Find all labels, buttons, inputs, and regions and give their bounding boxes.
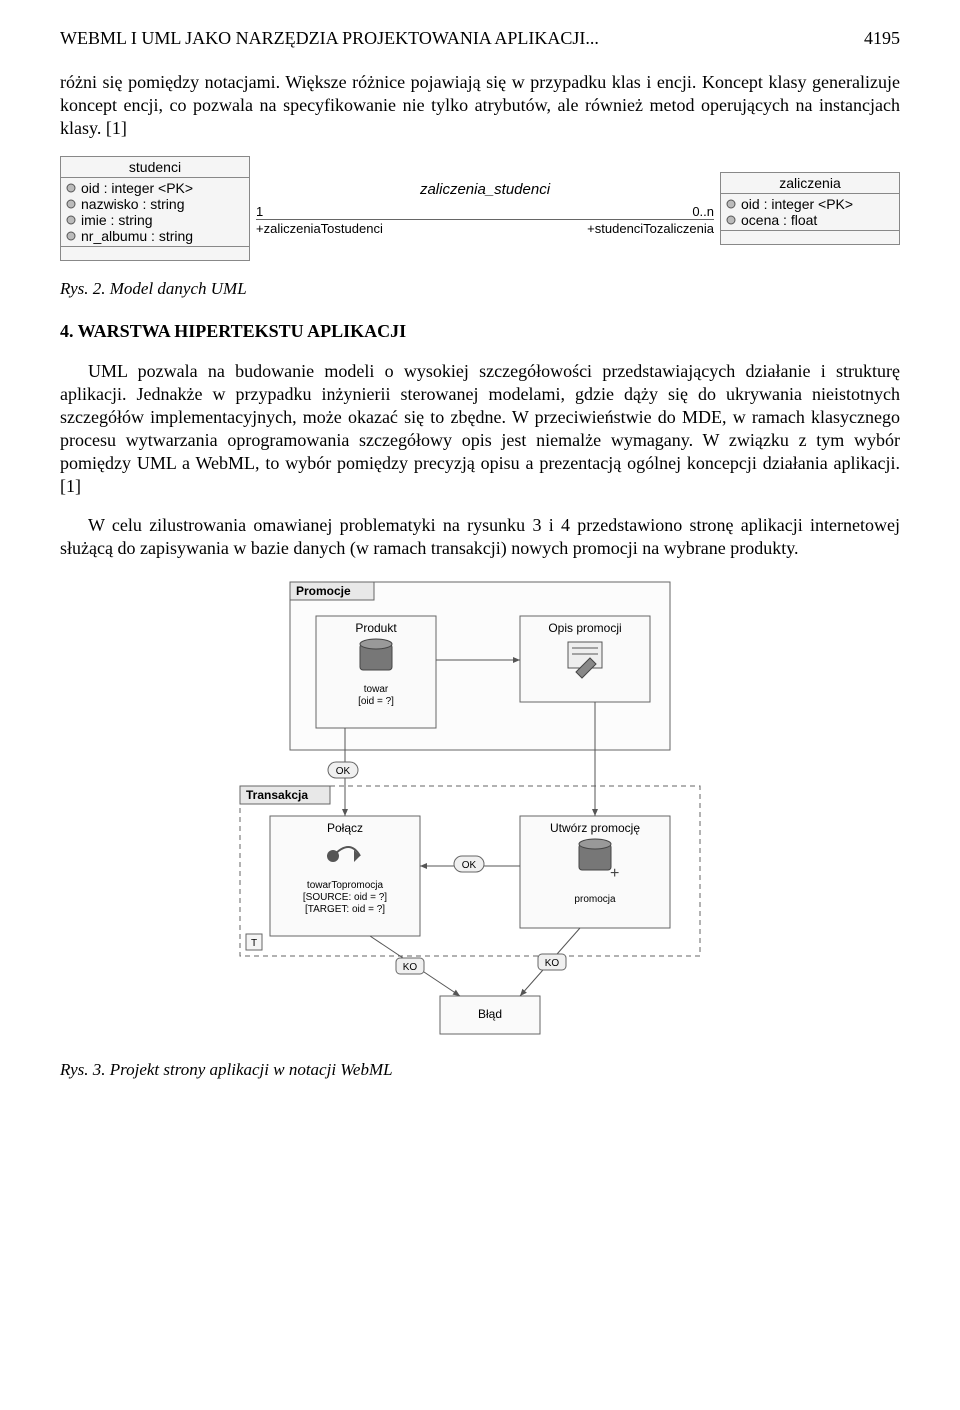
assoc-name: zaliczenia_studenci — [256, 181, 714, 198]
assoc-line — [256, 219, 714, 220]
uml-class-attrs: oid : integer <PK> ocena : float — [720, 193, 900, 231]
assoc-mult-right: 0..n — [692, 204, 714, 219]
assoc-role-right: +studenciTozaliczenia — [587, 221, 714, 236]
figure2-caption: Rys. 2. Model danych UML — [60, 279, 900, 299]
polacz-sub2: [SOURCE: oid = ?] — [303, 892, 387, 903]
uml-attr: ocena : float — [725, 212, 895, 228]
section-heading-4: 4. WARSTWA HIPERTEKSTU APLIKACJI — [60, 321, 900, 342]
uml-attr-text: oid : integer <PK> — [81, 180, 193, 196]
attr-icon — [65, 214, 77, 226]
uml-attr: nazwisko : string — [65, 196, 245, 212]
polacz-sub3: [TARGET: oid = ?] — [305, 904, 385, 915]
attr-pk-icon — [65, 182, 77, 194]
uml-attr-text: nazwisko : string — [81, 196, 184, 212]
produkt-sub1: towar — [364, 684, 389, 695]
polacz-title: Połącz — [327, 821, 363, 835]
uml-attr-text: imie : string — [81, 212, 153, 228]
transakcja-title: Transakcja — [246, 788, 308, 802]
ok-label-1: OK — [336, 766, 351, 777]
paragraph-body-2: W celu zilustrowania omawianej problemat… — [60, 514, 900, 560]
uml-class-ops — [720, 231, 900, 245]
uml-attr-text: ocena : float — [741, 212, 817, 228]
produkt-title: Produkt — [355, 621, 397, 635]
uml-class-name: zaliczenia — [720, 172, 900, 193]
ko-label-2: KO — [545, 958, 560, 969]
ok-label-2: OK — [462, 860, 477, 871]
uml-attr-text: oid : integer <PK> — [741, 196, 853, 212]
paragraph-body-1: UML pozwala na budowanie modeli o wysoki… — [60, 360, 900, 498]
attr-icon — [65, 230, 77, 242]
uml-attr: oid : integer <PK> — [65, 180, 245, 196]
uml-association: zaliczenia_studenci 1 0..n +zaliczeniaTo… — [256, 156, 714, 261]
running-title: WEBML I UML JAKO NARZĘDZIA PROJEKTOWANIA… — [60, 28, 599, 49]
attr-icon — [65, 198, 77, 210]
assoc-mult-left: 1 — [256, 204, 263, 219]
blad-title: Błąd — [478, 1007, 502, 1021]
svg-text:+: + — [610, 865, 619, 882]
utworz-title: Utwórz promocję — [550, 821, 640, 835]
opis-title: Opis promocji — [548, 621, 621, 635]
uml-class-ops — [60, 247, 250, 261]
uml-attr-text: nr_albumu : string — [81, 228, 193, 244]
page-number: 4195 — [864, 28, 900, 49]
uml-class-studenci: studenci oid : integer <PK> nazwisko : s… — [60, 156, 250, 261]
t-marker: T — [251, 938, 257, 949]
uml-attr: imie : string — [65, 212, 245, 228]
data-unit-icon — [360, 639, 392, 670]
uml-class-zaliczenia: zaliczenia oid : integer <PK> ocena : fl… — [720, 172, 900, 245]
produkt-sub2: [oid = ?] — [358, 696, 394, 707]
attr-pk-icon — [725, 198, 737, 210]
uml-attr: oid : integer <PK> — [725, 196, 895, 212]
uml-class-attrs: oid : integer <PK> nazwisko : string imi… — [60, 177, 250, 247]
promocje-title: Promocje — [296, 584, 351, 598]
webml-svg: Promocje Produkt towar [oid = ?] Opis pr… — [220, 576, 740, 1046]
ko-label-1: KO — [403, 962, 418, 973]
webml-diagram: Promocje Produkt towar [oid = ?] Opis pr… — [220, 576, 740, 1046]
paragraph-intro: różni się pomiędzy notacjami. Większe ró… — [60, 71, 900, 140]
uml-class-name: studenci — [60, 156, 250, 177]
uml-diagram: studenci oid : integer <PK> nazwisko : s… — [60, 156, 900, 261]
attr-icon — [725, 214, 737, 226]
running-header: WEBML I UML JAKO NARZĘDZIA PROJEKTOWANIA… — [60, 28, 900, 49]
utworz-sub1: promocja — [574, 894, 616, 905]
assoc-role-left: +zaliczeniaTostudenci — [256, 221, 383, 236]
uml-attr: nr_albumu : string — [65, 228, 245, 244]
figure3-caption: Rys. 3. Projekt strony aplikacji w notac… — [60, 1060, 900, 1080]
polacz-sub1: towarTopromocja — [307, 880, 384, 891]
